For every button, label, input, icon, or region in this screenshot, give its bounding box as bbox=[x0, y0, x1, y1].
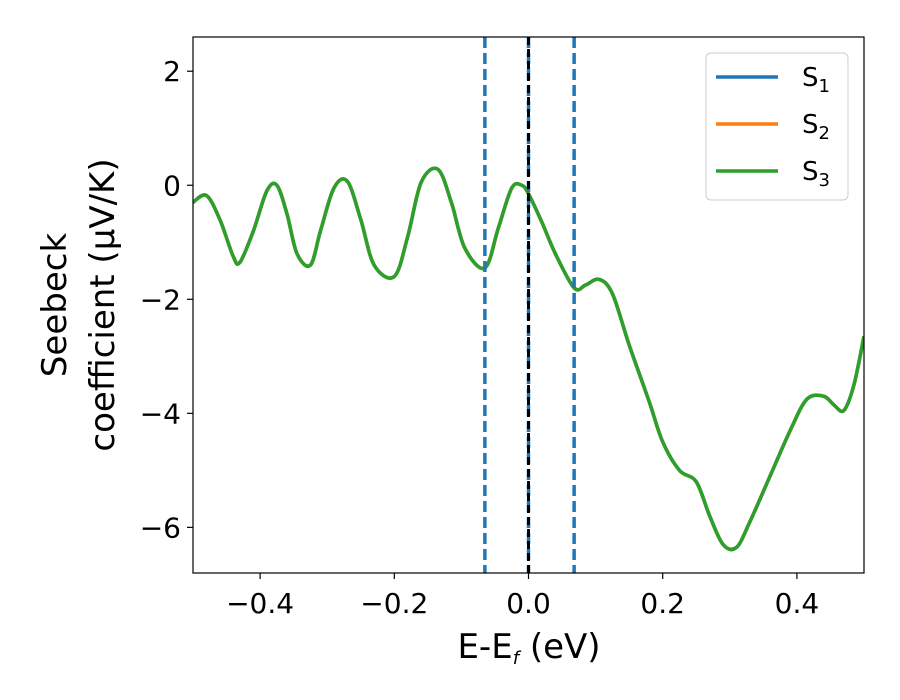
x-axis-label-main: E-E bbox=[457, 627, 512, 667]
legend: S1 S2 S3 bbox=[705, 52, 849, 201]
x-tick-label: 0.4 bbox=[775, 587, 820, 620]
x-axis-label: E-Ef (eV) bbox=[457, 627, 600, 669]
x-tick-label: −0.2 bbox=[360, 587, 428, 620]
x-tick-label: 0.2 bbox=[640, 587, 685, 620]
x-tick-label: −0.4 bbox=[226, 587, 294, 620]
y-tick-label: 2 bbox=[163, 55, 181, 88]
y-tick-label: −6 bbox=[140, 511, 181, 544]
y-axis-label-line1: Seebeck bbox=[35, 233, 75, 378]
legend-label-3: S3 bbox=[802, 157, 830, 191]
series-line-3 bbox=[193, 166, 864, 552]
legend-box bbox=[705, 52, 849, 201]
x-tick-label: 0.0 bbox=[506, 587, 551, 620]
vline-layer bbox=[483, 37, 576, 573]
x-axis-ticks: −0.4 −0.2 0.0 0.2 0.4 bbox=[226, 573, 819, 620]
legend-items: S1 S2 S3 bbox=[716, 63, 830, 191]
y-tick-label: 0 bbox=[163, 169, 181, 202]
y-axis-ticks: 2 0 −2 −4 −6 bbox=[140, 55, 193, 544]
y-tick-label: −4 bbox=[140, 397, 181, 430]
x-axis-label-unit: (eV) bbox=[519, 627, 601, 667]
legend-label-1: S1 bbox=[802, 63, 830, 97]
legend-label-2: S2 bbox=[802, 110, 830, 144]
x-axis-label-sub: f bbox=[513, 648, 522, 669]
y-tick-label: −2 bbox=[140, 283, 181, 316]
y-axis-label-line2: coefficient (μV/K) bbox=[83, 158, 123, 451]
series-layer bbox=[193, 166, 864, 552]
